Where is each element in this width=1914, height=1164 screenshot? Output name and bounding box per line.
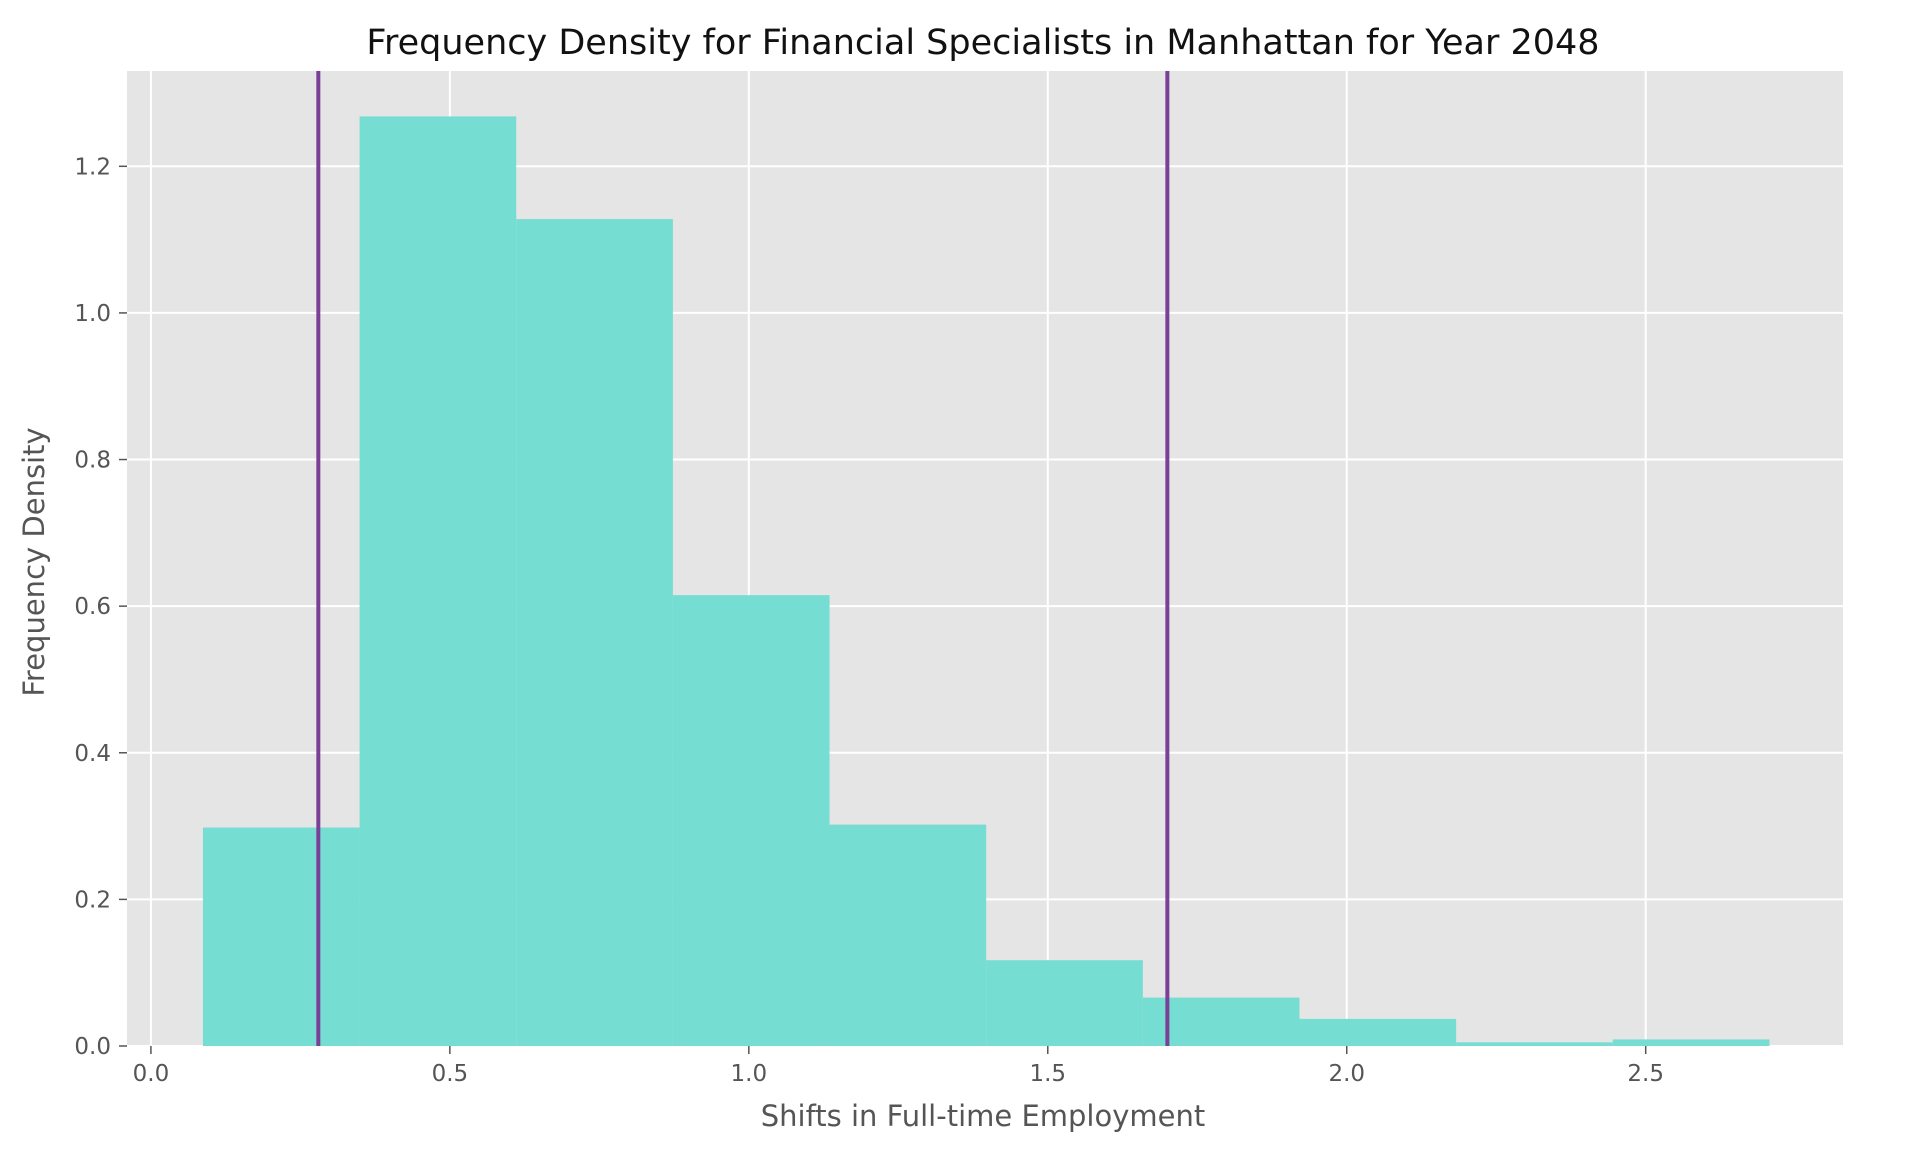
y-tick-label: 0.0	[74, 1034, 111, 1060]
x-tick-label: 2.0	[1328, 1061, 1365, 1087]
y-axis-label: Frequency Density	[17, 427, 51, 696]
histogram-bar	[1612, 1039, 1770, 1046]
y-tick-label: 0.8	[74, 448, 111, 474]
chart-title: Frequency Density for Financial Speciali…	[366, 23, 1599, 63]
y-tick-label: 0.4	[74, 741, 111, 767]
histogram-bar	[202, 827, 360, 1046]
y-tick-label: 0.6	[74, 594, 111, 620]
y-tick-label: 0.2	[74, 887, 111, 913]
histogram-bar	[1299, 1018, 1457, 1046]
x-tick-label: 1.5	[1029, 1061, 1066, 1087]
histogram-bar	[829, 824, 987, 1046]
y-axis-ticks: 0.0 0.2 0.4 0.6 0.8 1.0 1.2	[74, 154, 127, 1060]
y-tick-label: 1.0	[74, 301, 111, 327]
vertical-marker-lines	[316, 71, 1170, 1046]
x-axis-label: Shifts in Full-time Employment	[761, 1099, 1205, 1133]
y-tick-label: 1.2	[74, 154, 111, 180]
x-tick-label: 1.0	[731, 1061, 768, 1087]
histogram-bar	[359, 116, 517, 1047]
x-tick-label: 0.5	[432, 1061, 469, 1087]
x-tick-label: 0.0	[133, 1061, 170, 1087]
histogram-bar	[672, 595, 830, 1046]
x-axis-ticks: 0.0 0.5 1.0 1.5 2.0 2.5	[133, 1046, 1664, 1087]
histogram-bars	[202, 116, 1770, 1047]
histogram-bar	[986, 960, 1143, 1046]
histogram-bar	[516, 219, 673, 1046]
histogram-bar	[1456, 1042, 1613, 1046]
x-tick-label: 2.5	[1627, 1061, 1664, 1087]
